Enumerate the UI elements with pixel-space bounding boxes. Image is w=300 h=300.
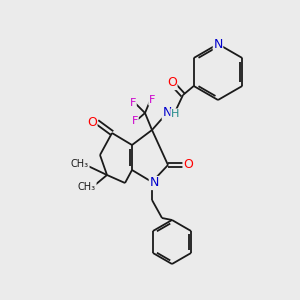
Text: N: N — [149, 176, 159, 190]
Text: F: F — [149, 95, 155, 105]
Text: CH₃: CH₃ — [71, 159, 89, 169]
Text: N: N — [162, 106, 172, 119]
Text: N: N — [213, 38, 223, 50]
Text: O: O — [167, 76, 177, 89]
Text: H: H — [171, 109, 179, 119]
Text: F: F — [132, 116, 138, 126]
Text: O: O — [183, 158, 193, 172]
Text: F: F — [130, 98, 136, 108]
Text: O: O — [87, 116, 97, 128]
Text: CH₃: CH₃ — [78, 182, 96, 192]
